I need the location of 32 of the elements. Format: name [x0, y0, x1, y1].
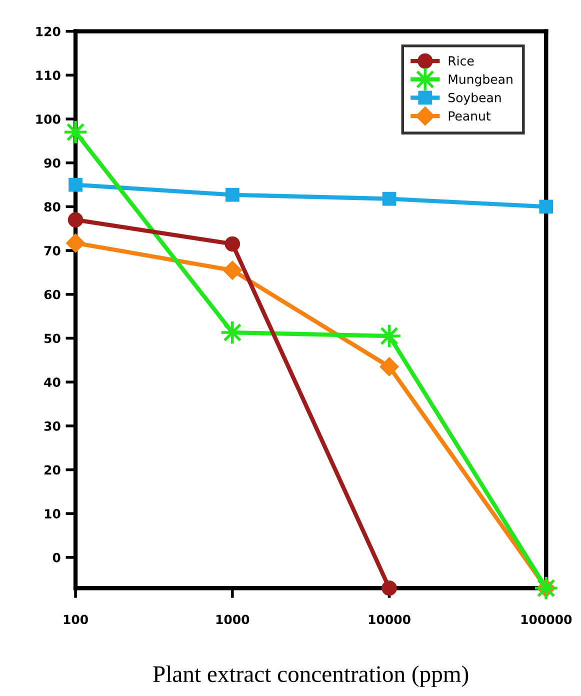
y-tick-label: 0 — [52, 552, 60, 562]
x-tick-label: 10000 — [368, 614, 410, 624]
x-tick-label: 1000 — [216, 614, 250, 624]
y-tick-label: 70 — [44, 246, 60, 256]
y-tick-label: 50 — [44, 334, 60, 344]
y-tick-label: 80 — [44, 202, 60, 212]
point — [539, 200, 554, 214]
legend-label: Mungbean — [448, 74, 512, 86]
y-tick-label: 30 — [44, 421, 60, 431]
point — [222, 260, 242, 280]
point — [225, 188, 240, 202]
y-tick-label: 110 — [36, 70, 60, 80]
legend-label: Soybean — [448, 92, 501, 105]
point — [66, 234, 86, 253]
legend-label: Rice — [448, 56, 474, 66]
point — [68, 212, 84, 228]
x-tick-label: 100000 — [521, 614, 572, 624]
point — [68, 178, 82, 192]
y-tick-label: 100 — [36, 114, 60, 124]
y-tick-label: 60 — [44, 290, 60, 300]
point — [382, 192, 396, 206]
x-axis-title: Plant extract concentration (ppm) — [153, 665, 468, 687]
y-tick-label: 20 — [44, 465, 60, 475]
y-tick-label: 120 — [36, 26, 60, 36]
point — [224, 236, 240, 252]
y-tick-label: 90 — [44, 158, 60, 168]
y-tick-label: 40 — [44, 378, 60, 387]
legend-label: Peanut — [448, 111, 491, 121]
x-tick-label: 100 — [64, 614, 88, 624]
point — [380, 357, 399, 376]
point — [382, 580, 397, 596]
y-tick-label: 10 — [44, 509, 60, 519]
